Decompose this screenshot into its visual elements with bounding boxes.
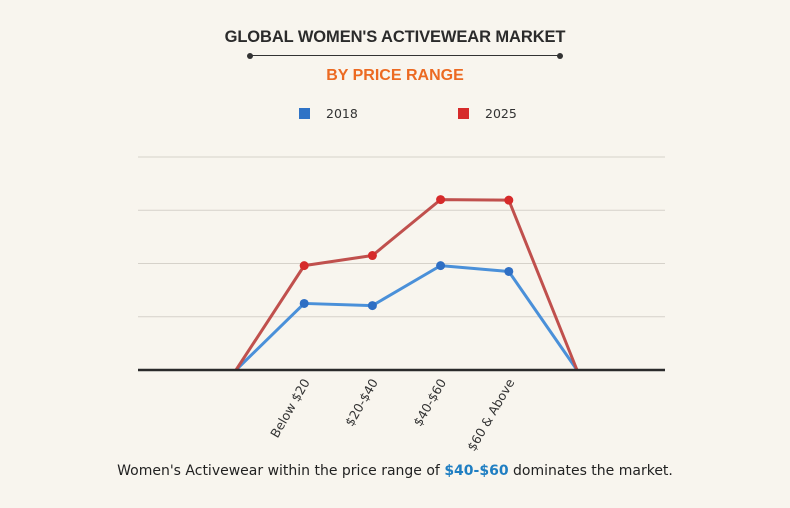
data-point-2025: [367, 251, 377, 261]
series-line-2025: [234, 198, 579, 371]
legend-swatch-2018: [299, 108, 310, 119]
divider-dot-left: [247, 52, 253, 59]
x-tick-label: $20-$40: [342, 376, 381, 429]
legend-label-2018: 2018: [326, 106, 358, 121]
caption-text-before: Women's Activewear within the price rang…: [117, 463, 445, 479]
line-chart: Below $20 $20-$40 $40-$60 $60 & Above: [138, 156, 665, 454]
legend-swatch-2025: [458, 108, 469, 119]
legend-item-2025: 2025: [458, 106, 517, 121]
legend-item-2018: 2018: [299, 106, 358, 121]
data-point-2025: [504, 195, 514, 205]
x-tick-label: $40-$60: [410, 376, 449, 429]
data-point-2018: [299, 298, 309, 308]
data-point-2025: [436, 195, 446, 205]
data-point-2018: [504, 266, 514, 276]
chart-subtitle: BY PRICE RANGE: [326, 67, 464, 84]
data-point-2018: [436, 261, 446, 271]
x-tick-label: Below $20: [267, 376, 313, 440]
x-tick-label: $60 & Above: [464, 376, 518, 454]
chart-caption: Women's Activewear within the price rang…: [0, 463, 790, 479]
caption-highlight: $40-$60: [444, 463, 509, 479]
data-point-2018: [367, 301, 377, 311]
caption-text-after: dominates the market.: [508, 463, 673, 479]
data-point-2025: [299, 261, 309, 271]
title-divider: [247, 52, 563, 59]
chart-title: GLOBAL WOMEN'S ACTIVEWEAR MARKET: [224, 28, 566, 46]
divider-dot-right: [557, 52, 563, 59]
legend-label-2025: 2025: [485, 106, 517, 121]
series-line-2018: [234, 264, 579, 372]
